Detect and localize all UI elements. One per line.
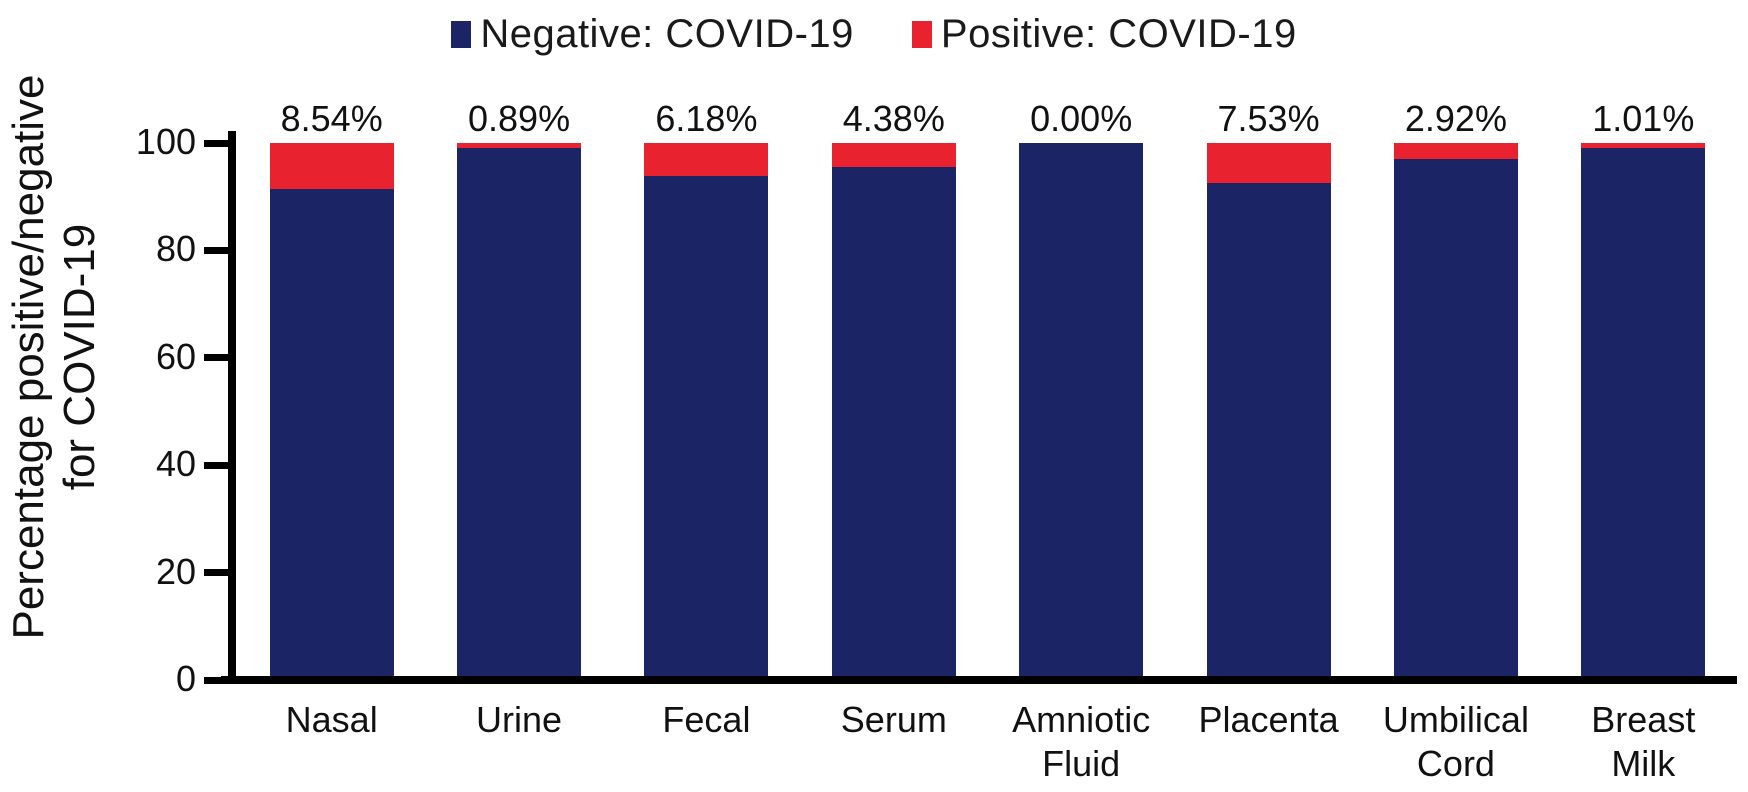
bar-segment-positive xyxy=(1581,143,1706,149)
bar-segment-negative xyxy=(644,176,769,680)
y-axis-title-line1: Percentage positive/negative xyxy=(4,74,53,640)
legend-swatch-icon xyxy=(451,21,472,48)
bar-segment-negative xyxy=(1393,158,1518,680)
bar-value-label: 1.01% xyxy=(1592,98,1695,139)
bar-segment-positive xyxy=(831,143,956,167)
y-tick-mark xyxy=(204,569,232,577)
x-category-label: Serum xyxy=(840,699,947,740)
y-tick-label: 0 xyxy=(175,658,196,699)
bar-segment-positive xyxy=(1206,143,1331,184)
y-tick-mark xyxy=(204,139,232,147)
y-tick-label: 40 xyxy=(155,443,196,485)
x-category-label: Amniotic Fluid xyxy=(1012,699,1151,784)
legend-item-negative: Negative: COVID-19 xyxy=(451,12,854,57)
y-tick-label: 60 xyxy=(155,335,196,377)
bar-value-label: 8.54% xyxy=(280,98,383,139)
bar-segment-negative xyxy=(831,166,956,680)
bar-value-label: 2.92% xyxy=(1404,98,1507,139)
legend-label: Positive: COVID-19 xyxy=(940,12,1297,56)
x-category-label: Breast Milk xyxy=(1591,699,1696,784)
bar-segment-positive xyxy=(1393,143,1518,159)
x-category-label: Umbilical Cord xyxy=(1382,699,1529,784)
y-axis-line xyxy=(228,131,236,684)
x-category-label: Urine xyxy=(476,699,563,740)
bar-segment-positive xyxy=(644,143,769,177)
y-tick-label: 20 xyxy=(155,550,196,592)
x-axis-line xyxy=(221,676,1737,684)
x-category-label: Placenta xyxy=(1198,699,1339,740)
y-tick-mark xyxy=(204,461,232,469)
y-tick-mark xyxy=(204,676,232,684)
legend-label: Negative: COVID-19 xyxy=(480,12,854,56)
bar-value-label: 0.00% xyxy=(1030,98,1133,139)
y-tick-label: 80 xyxy=(155,228,196,270)
bar-value-label: 4.38% xyxy=(842,98,945,139)
bar-segment-negative xyxy=(1206,183,1331,680)
bar-segment-negative xyxy=(1581,148,1706,680)
bar-segment-negative xyxy=(269,188,394,680)
bar-segment-negative xyxy=(457,147,582,680)
legend-item-positive: Positive: COVID-19 xyxy=(911,12,1297,57)
bar-value-label: 6.18% xyxy=(655,98,758,139)
bar-value-label: 7.53% xyxy=(1217,98,1320,139)
bar-value-label: 0.89% xyxy=(468,98,571,139)
chart-legend: Negative: COVID-19 Positive: COVID-19 xyxy=(0,12,1748,57)
bar-segment-negative xyxy=(1019,143,1144,680)
bar-segment-positive xyxy=(457,143,582,148)
x-category-label: Nasal xyxy=(285,699,378,740)
legend-swatch-icon xyxy=(911,21,932,48)
y-tick-mark xyxy=(204,354,232,362)
x-category-label: Fecal xyxy=(662,699,751,740)
bar-segment-positive xyxy=(269,143,394,189)
y-tick-label: 100 xyxy=(135,121,196,162)
y-tick-mark xyxy=(204,246,232,254)
